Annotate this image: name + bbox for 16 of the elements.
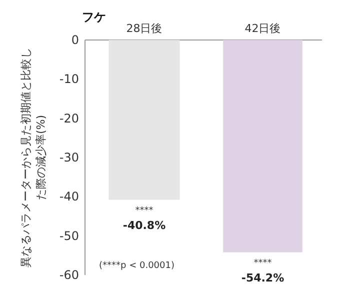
annotation: **** [254, 258, 272, 268]
y-tick-label: -40 [59, 190, 79, 204]
data-label: -40.8% [122, 218, 166, 232]
y-tick-label: -60 [59, 268, 79, 282]
y-tick-label: -50 [59, 228, 79, 243]
annotation: (****p < 0.0001) [99, 261, 174, 271]
y-tick-label: -20 [59, 111, 79, 126]
data-label: -54.2% [241, 271, 284, 284]
y-tick-label: -10 [59, 72, 79, 86]
x-tick-label: 42日後 [244, 22, 281, 35]
annotation: **** [135, 206, 154, 216]
chart-title: フケ [82, 10, 106, 24]
y-axis-title: 異なるパラメーターから見た初期値と比較した際の減少率(%) [20, 48, 48, 268]
y-tick-label: -30 [59, 150, 79, 164]
y-tick-label: 0 [71, 33, 79, 47]
x-tick-label: 28日後 [126, 22, 162, 35]
